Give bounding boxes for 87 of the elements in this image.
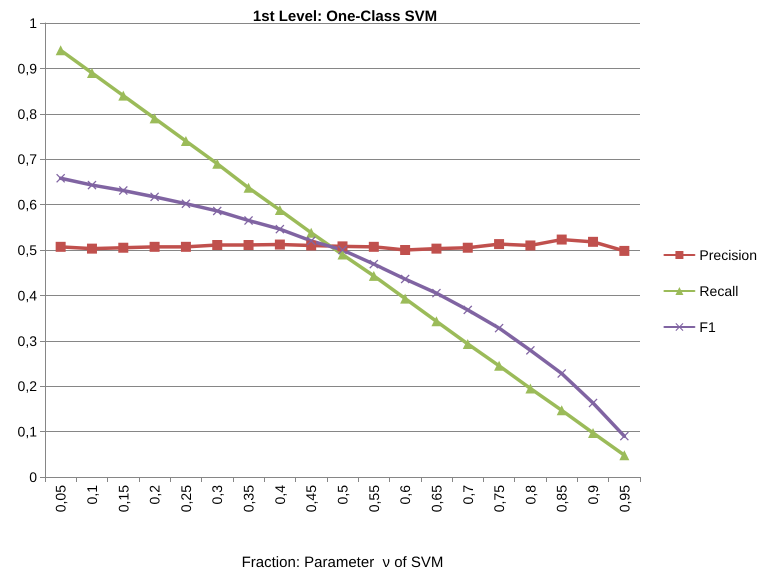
point [180,136,191,146]
x-tick-label: 0,95 [616,484,632,512]
x-tick-label: 0,85 [554,484,570,512]
point [212,240,222,250]
y-tick-label: 0,2 [18,378,38,394]
x-tick-label: 0,6 [397,484,414,504]
point [619,246,630,256]
y-tick-label: 0,1 [18,424,38,440]
point [212,206,222,216]
point [494,239,504,250]
point [275,224,284,234]
x-tick-label: 0,5 [334,484,350,504]
x-tick-label: 0,05 [52,484,69,512]
point [556,234,567,245]
point [56,45,66,56]
point [400,294,410,304]
y-tick-label: 0,7 [18,151,38,168]
point [368,270,379,281]
point [462,242,473,253]
point [306,228,316,238]
x-tick-label: 0,8 [522,484,538,504]
point [212,158,222,169]
point [400,274,410,284]
legend-label: Recall [699,283,738,299]
point [557,368,566,378]
x-tick-label: 0,45 [303,484,320,512]
point [431,244,442,254]
point [150,192,160,202]
point [244,182,254,193]
point [274,205,285,216]
x-tick-label: 0,25 [178,484,194,512]
point [56,242,66,252]
y-tick-label: 0,3 [18,332,38,349]
point [462,338,473,349]
y-tick-label: 0,9 [18,60,38,76]
x-tick-label: 0,55 [366,484,382,512]
point [306,236,316,246]
point [588,428,598,438]
point [150,113,160,124]
point [431,316,442,326]
y-tick-label: 1 [29,15,38,31]
x-tick-label: 0,3 [209,484,226,504]
point [369,260,378,269]
point [619,450,630,460]
point [432,288,441,298]
point [526,346,535,355]
y-tick-label: 0,5 [18,242,38,258]
y-tick-label: 0 [29,469,38,485]
x-tick-label: 0,35 [240,484,257,512]
point [244,240,254,250]
x-tick-label: 0,4 [272,484,288,504]
point [525,383,536,394]
point [86,68,97,78]
point [180,242,191,252]
x-tick-label: 0,9 [585,484,602,504]
point [494,360,504,371]
point [274,240,285,250]
x-tick-label: 0,65 [428,484,444,512]
x-tick-label: 0,75 [491,484,508,512]
legend-label: Precision [699,247,758,263]
y-tick-label: 0,8 [18,106,38,122]
point [620,432,629,441]
point [118,90,128,101]
chart-title: 1st Level: One-Class SVM [252,8,438,25]
point [118,186,128,196]
point [56,174,66,183]
point [181,199,190,208]
point [118,242,128,253]
point [400,245,410,255]
point [556,405,567,416]
point [494,324,504,333]
point [86,244,97,254]
point [463,305,472,314]
y-tick-label: 0,6 [18,196,38,213]
point [87,180,96,190]
x-tick-label: 0,2 [146,484,163,504]
legend-label: F1 [699,319,716,335]
point [368,242,379,252]
point [525,240,536,250]
x-tick-label: 0,7 [460,484,476,504]
x-axis-title: Fraction: Parameter ν of SVM [242,554,444,571]
point [150,242,160,252]
point [588,236,598,247]
y-tick-label: 0,4 [18,287,38,304]
x-tick-label: 0,1 [84,484,100,504]
point [338,250,348,260]
x-tick-label: 0,15 [115,484,132,512]
